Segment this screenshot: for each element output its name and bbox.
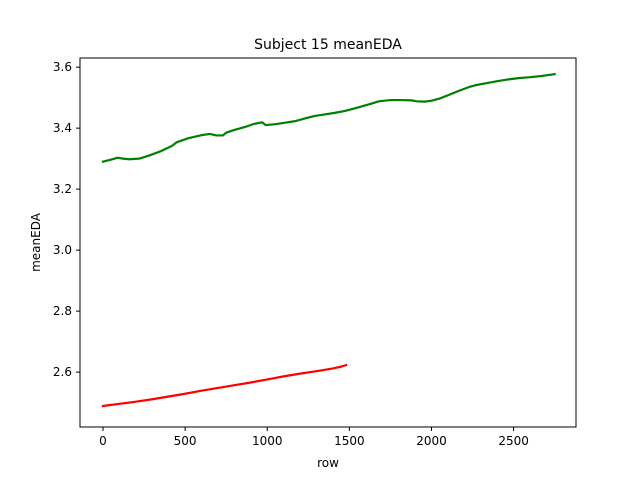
axes-frame [79,57,577,428]
x-axis-ticks: 0 500 1000 1500 2000 2500 [99,427,529,448]
y-axis-ticks: 2.6 2.8 3.0 3.2 3.4 3.6 [53,60,80,379]
x-tick-label: 0 [99,434,107,448]
y-tick-label: 2.8 [53,304,72,318]
x-tick-label: 1500 [334,434,365,448]
series-line-2 [101,363,348,408]
x-tick-label: 2000 [416,434,447,448]
y-axis-label: meanEDA [29,212,43,272]
x-tick-label: 2500 [498,434,529,448]
x-tick-label: 1000 [252,434,283,448]
y-tick-label: 3.2 [53,182,72,196]
series-line-1 [101,72,556,164]
chart-title: Subject 15 meanEDA [254,37,402,53]
y-tick-label: 3.6 [53,60,72,74]
x-axis-label: row [317,456,339,470]
y-tick-label: 2.6 [53,365,72,379]
plot-area [79,57,577,428]
x-tick-label: 500 [174,434,197,448]
y-tick-label: 3.4 [53,121,72,135]
y-tick-label: 3.0 [53,243,72,257]
series-layer [101,72,556,408]
